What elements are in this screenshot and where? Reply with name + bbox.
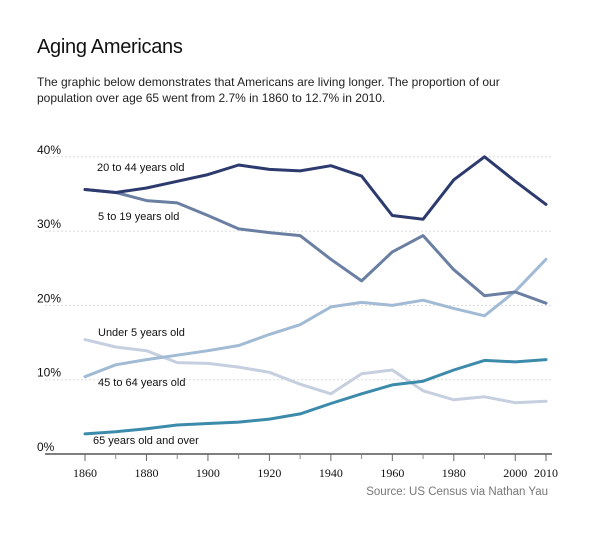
gridlines: [45, 156, 552, 381]
series-label: 5 to 19 years old: [98, 211, 179, 223]
x-tick-label: 1980: [442, 466, 466, 480]
chart-subtitle: The graphic below demonstrates that Amer…: [37, 75, 500, 105]
series-label: 65 years old and over: [93, 435, 199, 447]
x-tick-label: 1960: [380, 466, 404, 480]
y-tick-label: 20%: [37, 291, 61, 305]
series-line-20-to-44-years-old: [83, 155, 548, 221]
series-label: 45 to 64 years old: [98, 377, 185, 389]
y-tick-label: 10%: [37, 366, 61, 380]
series-line-45-to-64-years-old: [83, 257, 548, 379]
x-tick-label: 2000: [503, 466, 527, 480]
x-tick-label: 1920: [257, 466, 281, 480]
series-labels: 20 to 44 years old 5 to 19 years old Under…: [93, 162, 199, 447]
series-line-65-years-old-and-over: [83, 358, 548, 436]
series-label: Under 5 years old: [98, 327, 185, 339]
x-axis: 1860 1880 1900 1920 1940 1960 1980 2000 2010: [45, 453, 558, 480]
x-tick-label: 2010: [534, 466, 558, 480]
x-tick-label: 1940: [319, 466, 343, 480]
x-tick-label: 1900: [196, 466, 220, 480]
series-line-under-5-years-old: [83, 338, 548, 405]
x-tick-label: 1860: [73, 466, 97, 480]
y-tick-label: 0%: [37, 440, 55, 454]
source-note: Source: US Census via Nathan Yau: [366, 486, 548, 498]
series-lines: [83, 155, 548, 436]
y-tick-label: 30%: [37, 217, 61, 231]
chart-title: Aging Americans: [37, 36, 183, 58]
series-label: 20 to 44 years old: [97, 162, 184, 174]
x-tick-label: 1880: [134, 466, 158, 480]
series-line-5-to-19-years-old: [83, 188, 548, 305]
y-tick-label: 40%: [37, 143, 61, 157]
y-axis: 0% 10% 20% 30% 40%: [37, 143, 61, 454]
